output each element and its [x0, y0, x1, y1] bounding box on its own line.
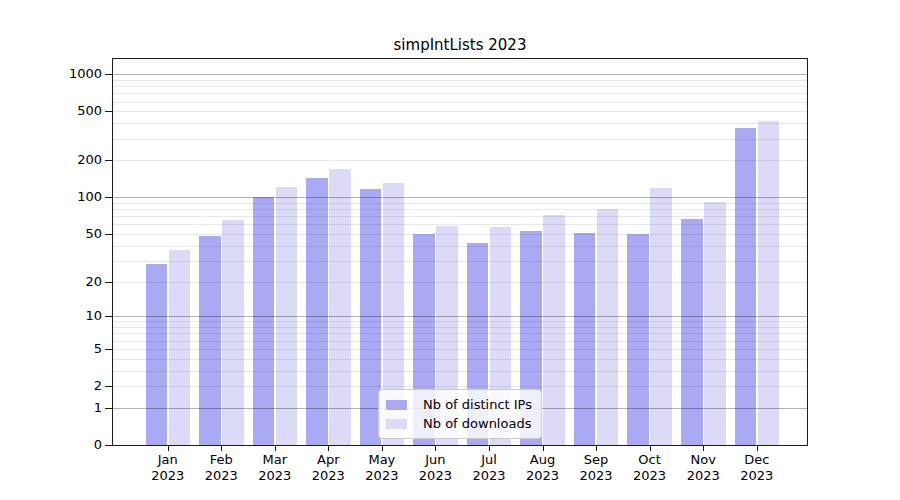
gridline-7 — [113, 333, 807, 334]
gridline-4 — [113, 359, 807, 360]
legend-label-distinct-ips: Nb of distinct IPs — [423, 397, 532, 412]
gridline-800 — [113, 86, 807, 87]
x-tick-month: Dec — [725, 452, 789, 468]
gridline-80 — [113, 209, 807, 210]
gridline-600 — [113, 102, 807, 103]
x-tick-may-2023 — [382, 446, 383, 451]
gridline-500 — [113, 111, 807, 112]
gridline-30 — [113, 261, 807, 262]
x-tick-year: 2023 — [725, 468, 789, 484]
x-tick-oct-2023 — [650, 446, 651, 451]
y-tick-label-200: 200 — [36, 152, 102, 168]
y-tick-1000 — [105, 74, 112, 75]
gridline-1000 — [113, 74, 807, 75]
legend-label-downloads: Nb of downloads — [423, 416, 531, 431]
y-tick-5 — [105, 349, 112, 350]
y-tick-label-50: 50 — [36, 226, 102, 242]
y-tick-label-1: 1 — [36, 400, 102, 416]
gridline-700 — [113, 93, 807, 94]
y-tick-label-0: 0 — [36, 437, 102, 453]
x-tick-apr-2023 — [328, 446, 329, 451]
legend-swatch-downloads — [386, 419, 407, 429]
y-tick-label-5: 5 — [36, 341, 102, 357]
y-tick-50 — [105, 234, 112, 235]
y-tick-label-100: 100 — [36, 189, 102, 205]
legend-item-distinct-ips: Nb of distinct IPs — [386, 395, 532, 414]
gridline-2 — [113, 386, 807, 387]
gridline-40 — [113, 246, 807, 247]
x-tick-jul-2023 — [489, 446, 490, 451]
x-tick-mar-2023 — [275, 446, 276, 451]
y-tick-1 — [105, 408, 112, 409]
y-tick-label-1000: 1000 — [36, 66, 102, 82]
gridline-90 — [113, 203, 807, 204]
y-tick-label-10: 10 — [36, 308, 102, 324]
x-tick-label-dec-2023: Dec2023 — [725, 452, 789, 484]
y-tick-0 — [105, 445, 112, 446]
gridline-100 — [113, 197, 807, 198]
x-tick-jun-2023 — [435, 446, 436, 451]
y-tick-200 — [105, 160, 112, 161]
gridline-200 — [113, 160, 807, 161]
gridline-5 — [113, 349, 807, 350]
y-tick-100 — [105, 197, 112, 198]
gridline-70 — [113, 216, 807, 217]
chart-title: simpIntLists 2023 — [113, 36, 807, 54]
y-tick-20 — [105, 282, 112, 283]
x-tick-jan-2023 — [168, 446, 169, 451]
gridline-10 — [113, 316, 807, 317]
x-tick-sep-2023 — [596, 446, 597, 451]
gridline-300 — [113, 139, 807, 140]
y-tick-10 — [105, 316, 112, 317]
y-tick-2 — [105, 386, 112, 387]
x-tick-nov-2023 — [703, 446, 704, 451]
gridline-8 — [113, 327, 807, 328]
x-tick-feb-2023 — [221, 446, 222, 451]
x-tick-aug-2023 — [543, 446, 544, 451]
y-tick-label-500: 500 — [36, 103, 102, 119]
y-tick-label-2: 2 — [36, 378, 102, 394]
gridline-6 — [113, 341, 807, 342]
x-tick-dec-2023 — [757, 446, 758, 451]
gridline-50 — [113, 234, 807, 235]
legend-item-downloads: Nb of downloads — [386, 414, 532, 433]
legend-swatch-distinct-ips — [386, 400, 407, 410]
y-tick-label-20: 20 — [36, 274, 102, 290]
gridlines-layer — [113, 59, 807, 445]
plot-area: Nb of distinct IPs Nb of downloads — [112, 58, 808, 446]
legend: Nb of distinct IPs Nb of downloads — [378, 389, 542, 439]
gridline-3 — [113, 371, 807, 372]
gridline-9 — [113, 321, 807, 322]
gridline-900 — [113, 80, 807, 81]
gridline-20 — [113, 282, 807, 283]
gridline-400 — [113, 123, 807, 124]
y-tick-500 — [105, 111, 112, 112]
gridline-60 — [113, 224, 807, 225]
